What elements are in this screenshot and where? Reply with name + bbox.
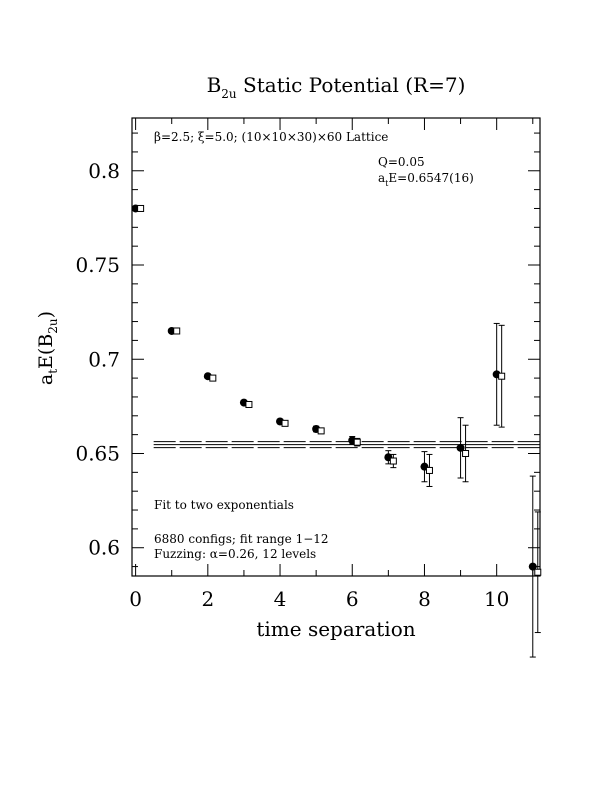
- data-point-square: [498, 372, 506, 380]
- x-tick-label: 8: [418, 587, 431, 611]
- y-tick-label: 0.75: [75, 253, 120, 277]
- q-annotation: Q=0.05: [378, 155, 425, 169]
- data-point-square: [209, 374, 217, 382]
- data-point-square: [245, 400, 253, 408]
- x-tick-label: 2: [201, 587, 214, 611]
- y-tick-label: 0.7: [88, 347, 120, 371]
- x-tick-label: 10: [484, 587, 509, 611]
- data-point-square: [389, 457, 397, 465]
- data-point-circle: [456, 443, 465, 452]
- x-tick-label: 0: [129, 587, 142, 611]
- data-point-square: [462, 449, 470, 457]
- y-tick-label: 0.65: [75, 441, 120, 465]
- lattice-annotation: β=2.5; ξ=5.0; (10×10×30)×60 Lattice: [154, 130, 388, 144]
- data-point-square: [534, 568, 542, 576]
- data-point-square: [425, 466, 433, 474]
- y-tick-labels: 0.6 0.65 0.7 0.75 0.8: [75, 159, 120, 560]
- y-axis-label: atE(B2u): [35, 311, 60, 385]
- data-point-square: [173, 327, 181, 335]
- fit-band: [153, 441, 540, 449]
- x-tick-label: 6: [346, 587, 359, 611]
- y-tick-label: 0.8: [88, 159, 120, 183]
- energy-annotation: atE=0.6547(16): [378, 171, 474, 188]
- fuzzing-annotation: Fuzzing: α=0.26, 12 levels: [154, 547, 316, 561]
- x-axis-label: time separation: [256, 617, 415, 641]
- y-tick-label: 0.6: [88, 536, 120, 560]
- data-point-square: [281, 419, 289, 427]
- fit-description: Fit to two exponentials: [154, 498, 294, 512]
- plot-frame: [131, 117, 541, 577]
- data-point-square: [137, 204, 145, 212]
- data-point-circle: [528, 562, 537, 571]
- x-tick-labels: 0 2 4 6 8 10: [129, 587, 509, 611]
- x-tick-label: 4: [274, 587, 287, 611]
- axis-ticks: [132, 118, 540, 576]
- configs-annotation: 6880 configs; fit range 1−12: [154, 532, 329, 546]
- data-points: [131, 204, 542, 658]
- data-point-square: [353, 438, 361, 446]
- data-point-square: [317, 427, 325, 435]
- chart-title: B2u Static Potential (R=7): [207, 73, 466, 101]
